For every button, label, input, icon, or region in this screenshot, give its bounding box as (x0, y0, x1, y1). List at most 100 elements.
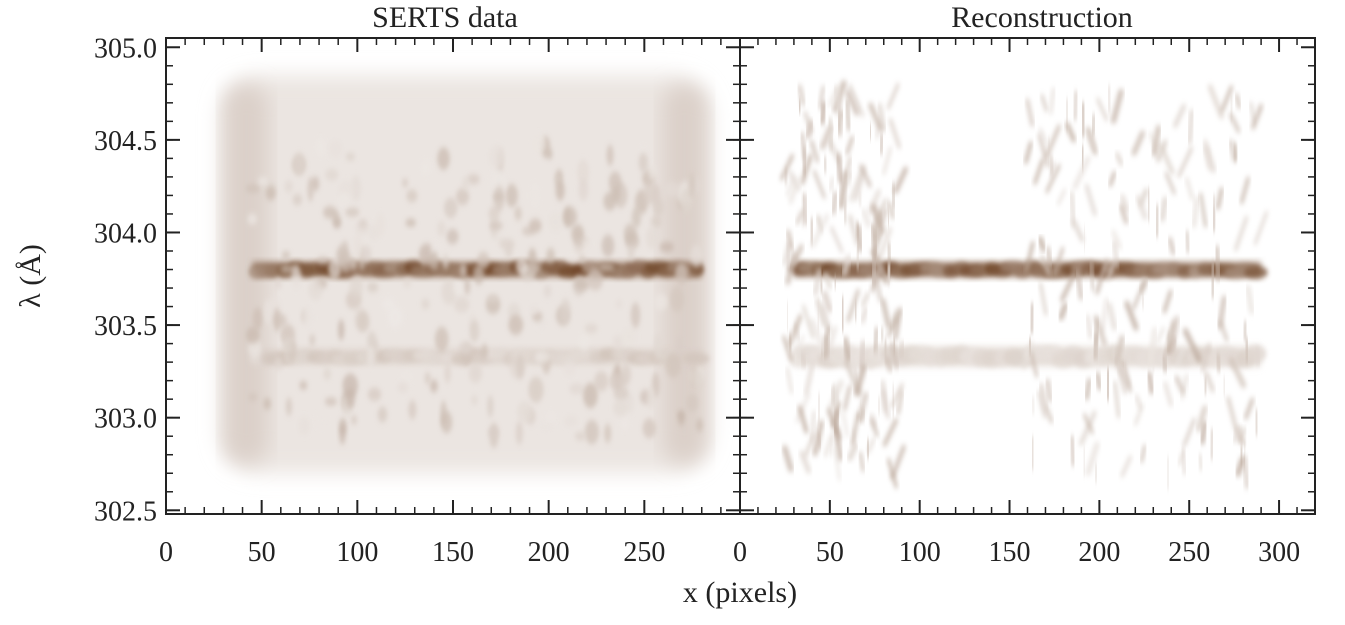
speckle-mark (436, 220, 446, 237)
streak-mark (784, 243, 792, 270)
speckle-mark (610, 187, 621, 202)
x-tick-label: 250 (1168, 537, 1210, 568)
speckle-mark (621, 364, 632, 385)
streak-mark (1030, 435, 1036, 471)
speckle-mark (291, 264, 302, 290)
streak-mark (1186, 109, 1195, 145)
streak-mark (877, 103, 886, 132)
streak-mark (1199, 192, 1208, 228)
streak-mark (1229, 139, 1237, 162)
streak-mark (1135, 195, 1148, 220)
x-tick-label: 200 (528, 537, 570, 568)
title-left: SERTS data (372, 1, 518, 34)
streak-mark (890, 383, 904, 408)
streak-mark (1104, 367, 1112, 402)
speckle-mark (654, 293, 668, 311)
speckle-mark (481, 343, 488, 360)
speckle-mark (546, 149, 553, 160)
streak-mark (810, 213, 830, 248)
x-tick-label: 100 (899, 537, 941, 568)
streak-mark (1214, 245, 1222, 282)
speckle-mark (577, 159, 590, 185)
speckle-mark (440, 400, 447, 427)
streak-mark (1072, 90, 1079, 121)
streak-mark (1218, 319, 1229, 342)
streak-mark (832, 383, 840, 408)
speckle-mark (257, 176, 269, 186)
streak-mark (795, 393, 811, 423)
streak-mark (1048, 87, 1056, 115)
line-knot-mark (689, 263, 705, 276)
streak-mark (853, 364, 867, 396)
speckle-mark (615, 299, 623, 309)
streak-mark (800, 154, 813, 185)
streak-mark (1159, 196, 1169, 222)
speckle-mark (499, 238, 515, 250)
streak-mark (1033, 158, 1045, 185)
speckle-mark (292, 193, 303, 206)
speckle-mark (514, 206, 522, 221)
streak-mark (1131, 130, 1146, 156)
speckle-mark (468, 363, 483, 384)
streak-mark (1029, 350, 1039, 378)
speckle-mark (408, 400, 417, 420)
speckle-mark (508, 314, 524, 335)
streak-mark (835, 152, 844, 184)
streak-mark (882, 146, 893, 175)
speckle-mark (367, 282, 379, 293)
speckle-mark (582, 239, 592, 249)
panel-serts: SERTS data 305.0 304.5 304.0 303.5 303.0 302.… (14, 1, 741, 568)
speckle-mark (653, 333, 663, 359)
streak-mark (873, 210, 883, 242)
streak-mark (816, 392, 822, 431)
streak-mark (1253, 211, 1269, 245)
speckle-mark (400, 371, 414, 383)
speckle-mark (552, 293, 559, 304)
streak-mark (1185, 177, 1194, 201)
speckle-mark (428, 251, 439, 270)
speckle-mark (651, 184, 661, 206)
y-tick-label: 305.0 (94, 33, 157, 64)
streak-mark (1228, 356, 1247, 389)
speckle-mark (282, 339, 293, 354)
speckle-mark (402, 278, 412, 288)
streak-mark (823, 325, 831, 360)
streak-mark (1089, 260, 1095, 292)
streak-mark (836, 110, 844, 137)
streak-mark (852, 299, 859, 322)
speckle-mark (565, 251, 580, 263)
speckle-mark (274, 356, 283, 372)
streak-mark (870, 248, 889, 285)
speckle-mark (245, 184, 261, 193)
y-tick-label: 302.5 (94, 496, 157, 527)
streak-mark (1084, 378, 1092, 401)
streak-mark (1203, 376, 1208, 395)
speckle-mark (353, 233, 363, 259)
streak-mark (830, 191, 839, 215)
streak-mark (1202, 139, 1212, 170)
streak-mark (1086, 314, 1093, 339)
streak-mark (799, 450, 812, 474)
speckle-mark (381, 298, 395, 311)
speckle-mark (659, 241, 675, 253)
streak-mark (819, 101, 828, 125)
speckle-mark (676, 334, 683, 356)
speckle-mark (638, 152, 648, 173)
streak-mark (803, 111, 814, 134)
speckle-mark (324, 397, 337, 406)
streak-mark (855, 224, 864, 253)
speckle-mark (323, 368, 332, 380)
streak-mark (1168, 315, 1180, 352)
speckle-mark (688, 173, 696, 199)
streak-mark (868, 347, 880, 369)
speckle-mark (613, 399, 629, 417)
streak-mark (833, 446, 842, 481)
streak-mark (787, 314, 803, 347)
streak-mark (1069, 435, 1076, 467)
streak-mark (842, 336, 852, 362)
speckle-mark (587, 268, 604, 291)
streak-mark (850, 411, 860, 446)
speckle-mark (650, 215, 662, 228)
speckle-mark (608, 171, 622, 193)
